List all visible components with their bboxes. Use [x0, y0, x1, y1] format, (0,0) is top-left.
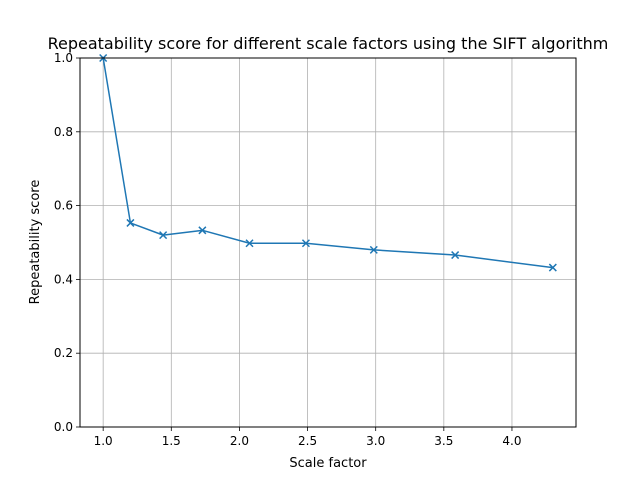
- y-tick-label: 0.6: [54, 199, 73, 213]
- data-point-marker: [245, 239, 254, 248]
- x-tick-label: 1.5: [162, 434, 181, 448]
- data-point-marker: [548, 263, 557, 272]
- data-point-marker: [369, 245, 378, 254]
- y-tick-label: 0.0: [54, 420, 73, 434]
- data-point-marker: [198, 226, 207, 235]
- plot-area: 1.0 1.5 2.0 2.5 3.0 3.5 4.0 0.0 0.2 0.4 0.6 0.8 1.0: [54, 51, 577, 448]
- y-tick-label: 0.2: [54, 346, 73, 360]
- data-point-marker: [159, 231, 168, 240]
- data-point-marker: [451, 251, 460, 260]
- y-axis-label: Repeatability score: [28, 180, 43, 305]
- x-tick-label: 4.0: [502, 434, 521, 448]
- x-tick-label: 3.5: [434, 434, 453, 448]
- axes-frame: [79, 57, 577, 428]
- data-point-marker: [301, 239, 310, 248]
- x-tick-label: 3.0: [366, 434, 385, 448]
- data-point-marker: [126, 218, 135, 227]
- series-layer: [99, 53, 557, 272]
- y-tick-label: 0.8: [54, 125, 73, 139]
- y-tick-label: 0.4: [54, 272, 73, 286]
- x-axis-label: Scale factor: [289, 456, 367, 471]
- x-tick-label: 1.0: [94, 434, 113, 448]
- x-tick-label: 2.0: [230, 434, 249, 448]
- x-tick-label: 2.5: [298, 434, 317, 448]
- ticks: 1.0 1.5 2.0 2.5 3.0 3.5 4.0 0.0 0.2 0.4 0.6 0.8 1.0: [54, 51, 522, 448]
- y-tick-label: 1.0: [54, 51, 73, 65]
- chart-title: Repeatability score for different scale …: [48, 34, 609, 53]
